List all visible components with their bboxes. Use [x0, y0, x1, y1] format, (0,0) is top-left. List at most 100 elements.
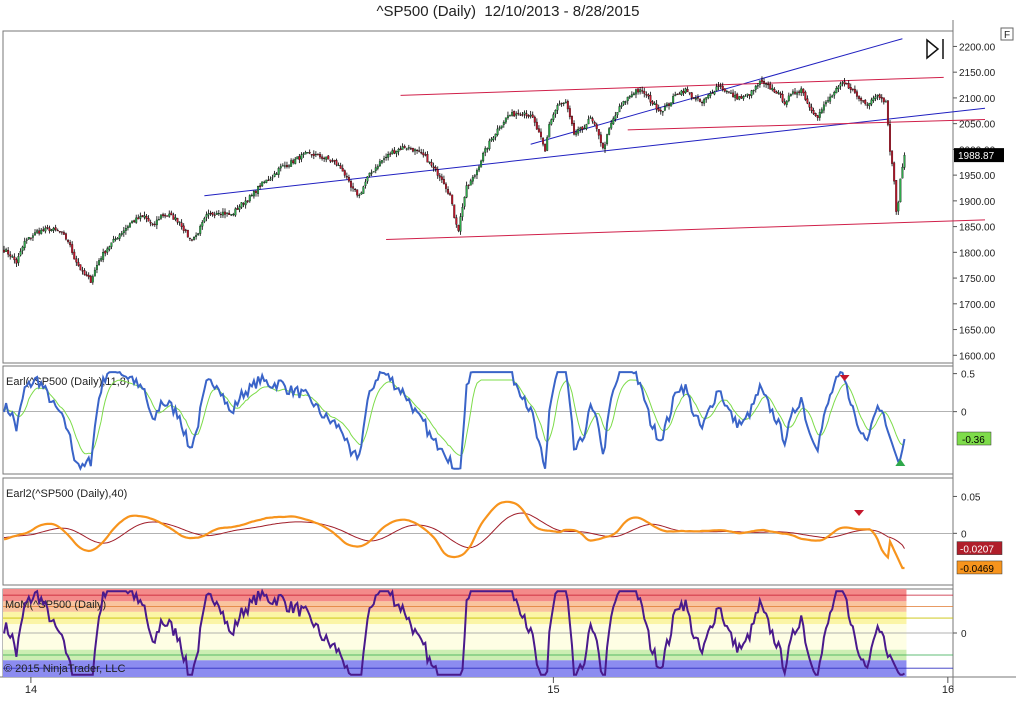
candle-body — [207, 213, 210, 216]
candle-body — [203, 218, 206, 222]
candle-body — [895, 180, 898, 212]
candle-body — [65, 233, 67, 240]
candle-body — [504, 117, 507, 123]
candle-body — [529, 114, 532, 117]
candle-body — [122, 230, 125, 234]
candle-body — [459, 216, 462, 232]
candle-body — [897, 202, 900, 212]
candle-body — [226, 212, 229, 214]
candle-body — [763, 81, 766, 84]
candle-body — [288, 165, 291, 167]
candle-body — [730, 92, 732, 94]
candle-body — [333, 159, 336, 162]
candle-body — [657, 108, 660, 111]
candle-body — [372, 171, 375, 173]
price-tick-label: 1900.00 — [959, 197, 996, 208]
candle-body — [252, 191, 255, 197]
candle-body — [238, 206, 241, 210]
trend-line — [627, 119, 986, 131]
candle-body — [535, 121, 538, 130]
candle-body — [5, 249, 8, 252]
candle-body — [265, 179, 268, 183]
candle-body — [370, 172, 373, 174]
candle-body — [335, 160, 338, 166]
candle-body — [853, 88, 856, 93]
candle-body — [135, 217, 138, 223]
candle-body — [624, 101, 627, 103]
candle-body — [323, 157, 326, 159]
candle-body — [321, 156, 324, 159]
candle-body — [52, 228, 55, 231]
candle-body — [525, 113, 528, 116]
candle-body — [750, 90, 753, 96]
candle-body — [498, 127, 501, 129]
candle-body — [54, 227, 57, 230]
candle-body — [560, 102, 563, 104]
candle-body — [800, 88, 803, 93]
candle-body — [145, 215, 148, 219]
candle-body — [558, 103, 561, 106]
candle-body — [591, 118, 594, 122]
candle-body — [566, 101, 569, 110]
candle-body — [556, 105, 559, 111]
candle-body — [95, 265, 98, 270]
candle-body — [300, 154, 303, 160]
candle-body — [827, 100, 830, 102]
candle-body — [475, 170, 478, 176]
candle-body — [114, 238, 117, 240]
candle-body — [721, 85, 724, 90]
candle-body — [882, 97, 885, 103]
candle-body — [701, 102, 704, 104]
candle-body — [796, 92, 799, 95]
chart-title: ^SP500 (Daily) 12/10/2013 - 8/28/2015 — [376, 3, 640, 20]
candle-body — [259, 185, 262, 188]
candle-body — [211, 212, 214, 215]
candle-body — [180, 222, 183, 227]
candle-body — [153, 223, 156, 225]
earl2-slow-value: -0.0207 — [960, 545, 994, 556]
candle-body — [234, 208, 237, 216]
candle-body — [659, 110, 662, 112]
candle-body — [736, 93, 739, 100]
candle-body — [756, 85, 759, 87]
candle-body — [374, 167, 377, 171]
candle-body — [703, 99, 706, 104]
candle-body — [682, 90, 685, 94]
candle-body — [886, 100, 889, 125]
candle-body — [680, 90, 683, 96]
price-tick-label: 2050.00 — [959, 120, 996, 131]
candle-body — [197, 233, 200, 235]
candle-body — [149, 222, 152, 224]
candle-body — [486, 148, 489, 150]
candle-body — [820, 109, 823, 113]
earl-value-badge — [956, 431, 992, 446]
candle-body — [44, 227, 47, 232]
candle-body — [705, 97, 708, 100]
candle-body — [310, 154, 313, 156]
candle-body — [221, 211, 224, 216]
earl-tick-label: 0.5 — [961, 370, 975, 381]
candle-body — [250, 194, 253, 197]
candle-body — [219, 213, 222, 216]
candle-body — [434, 167, 437, 170]
candle-body — [548, 124, 551, 138]
candle-body — [248, 195, 251, 202]
candle-body — [118, 234, 121, 239]
f-badge-label: F — [1004, 30, 1010, 41]
candle-body — [141, 215, 144, 217]
candle-body — [327, 155, 330, 160]
candle-body — [484, 148, 487, 153]
candle-body — [430, 161, 433, 166]
candle-body — [368, 172, 371, 176]
candle-body — [339, 165, 342, 169]
candle-body — [488, 140, 491, 150]
x-tick-label: 14 — [25, 684, 37, 696]
price-tick-label: 1700.00 — [959, 300, 996, 311]
candle-body — [298, 156, 301, 160]
candle-body — [261, 181, 264, 187]
candle-body — [684, 88, 687, 93]
candle-body — [575, 132, 578, 135]
candle-body — [397, 149, 400, 152]
candle-body — [781, 93, 784, 102]
